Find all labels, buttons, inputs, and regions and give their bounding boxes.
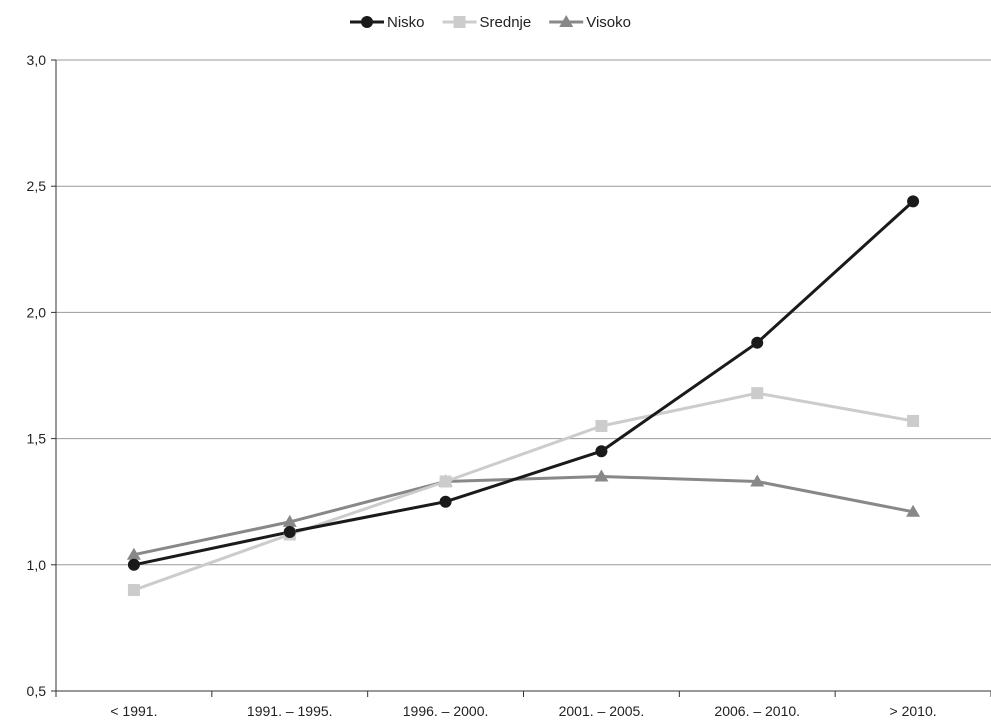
tick-labels: 0,5 1,0 1,5 2,0 2,5 3,0 < 1991. 1991. – 1995. 19…	[27, 52, 937, 719]
y-tick-label: 2,0	[27, 304, 47, 320]
data-point-visoko	[282, 514, 297, 527]
x-tick-label: > 2010.	[890, 703, 937, 719]
legend: Nisko Srednje Visoko	[350, 14, 631, 31]
legend-item: Nisko	[350, 14, 425, 31]
legend-marker	[453, 16, 466, 28]
series-group	[126, 195, 921, 597]
data-point-nisko	[907, 195, 920, 208]
data-point-nisko	[595, 445, 608, 458]
y-tick-label: 2,5	[27, 178, 47, 194]
x-tick-label: < 1991.	[110, 703, 157, 719]
data-point-visoko	[126, 547, 141, 560]
data-point-visoko	[750, 474, 765, 487]
data-point-nisko	[127, 558, 140, 571]
data-point-srednje	[595, 419, 608, 432]
data-point-nisko	[439, 495, 452, 508]
series-line-srednje	[133, 391, 914, 592]
data-point-nisko	[283, 525, 296, 538]
x-tick-label: 1996. – 2000.	[403, 703, 489, 719]
data-point-visoko	[594, 469, 609, 482]
gridlines	[56, 59, 991, 566]
legend-item: Visoko	[549, 14, 631, 31]
series-line-nisko	[133, 200, 915, 567]
x-tick-label: 1991. – 1995.	[247, 703, 333, 719]
data-point-srednje	[907, 414, 920, 427]
x-tick-label: 2001. – 2005.	[559, 703, 645, 719]
x-tick-label: 2006. – 2010.	[714, 703, 800, 719]
legend-label: Srednje	[480, 14, 532, 31]
y-tick-label: 1,5	[27, 431, 47, 447]
data-point-srednje	[127, 584, 140, 597]
legend-label: Nisko	[387, 14, 425, 31]
y-tick-label: 1,0	[27, 557, 47, 573]
y-tick-label: 0,5	[27, 683, 47, 699]
data-point-nisko	[751, 336, 764, 349]
legend-label: Visoko	[586, 14, 631, 31]
series-line-visoko	[133, 474, 914, 557]
legend-marker	[361, 16, 373, 28]
data-point-srednje	[439, 475, 452, 488]
data-point-visoko	[906, 504, 921, 517]
legend-item: Srednje	[442, 14, 532, 31]
data-point-srednje	[751, 387, 764, 400]
y-tick-label: 3,0	[27, 52, 47, 68]
axes	[51, 59, 991, 697]
legend-marker	[559, 15, 574, 27]
